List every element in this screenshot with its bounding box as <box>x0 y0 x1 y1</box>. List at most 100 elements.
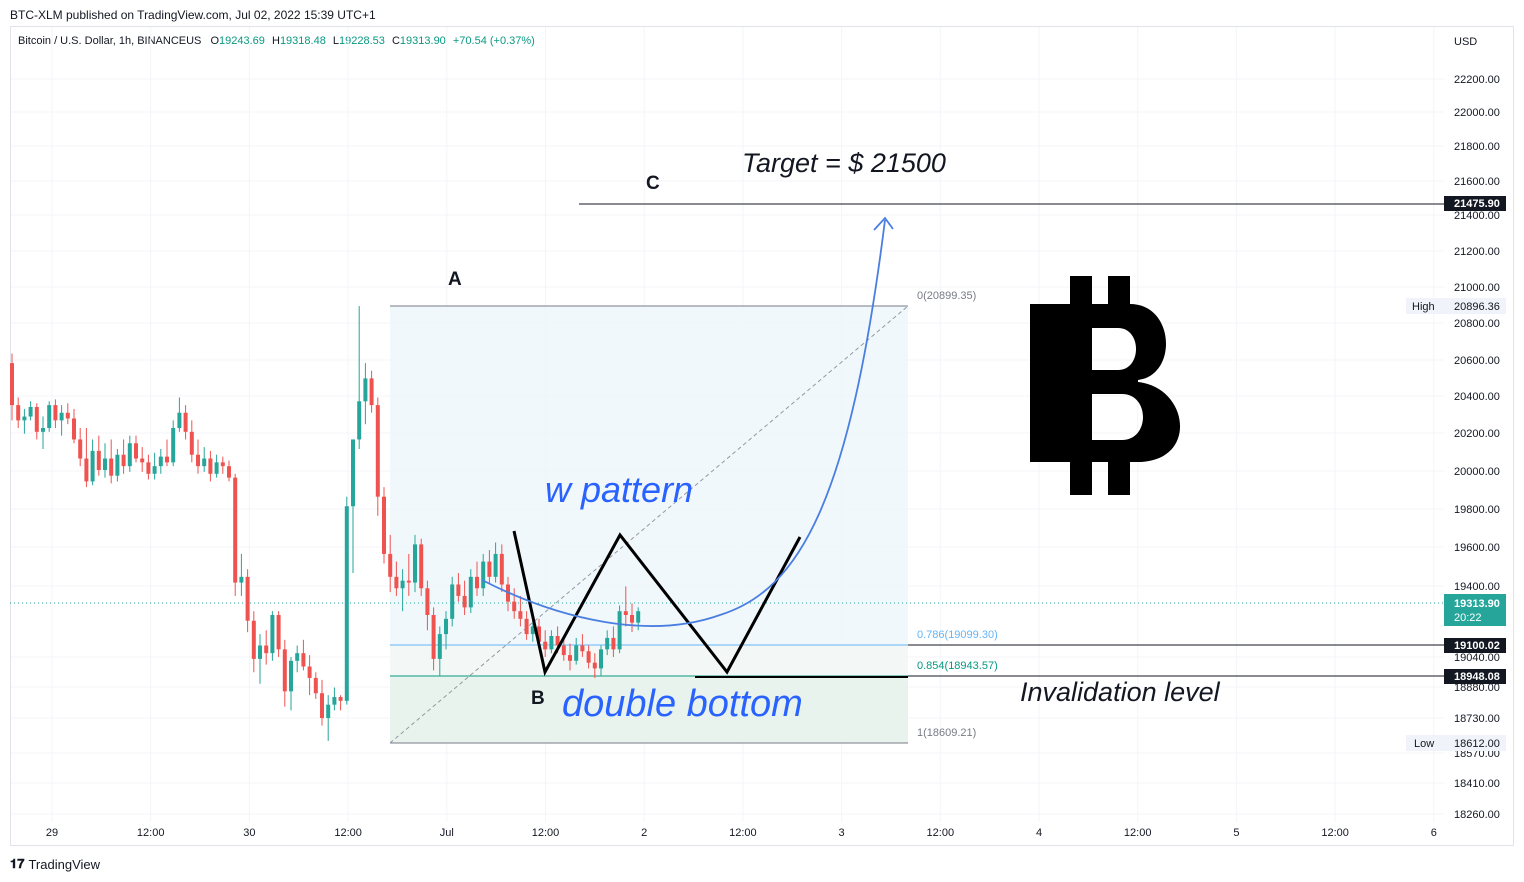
close-label: C <box>391 35 400 47</box>
candle-body <box>375 405 380 497</box>
time-tick-label: 3 <box>839 827 845 839</box>
fib-854-price-text: 18948.08 <box>1454 671 1500 683</box>
price-tick-label: 21400.00 <box>1454 210 1500 222</box>
candle-body <box>543 641 548 650</box>
w-pattern-zigzag[interactable] <box>512 530 802 677</box>
candle-body <box>574 645 579 661</box>
fib-label-0: 0(20899.35) <box>917 290 976 302</box>
price-tick-label: 22200.00 <box>1454 74 1500 86</box>
price-axis[interactable]: 22200.00 22000.00 21800.00 21600.00 21400.00… <box>1454 74 1500 821</box>
price-tick-label: 19600.00 <box>1454 542 1500 554</box>
time-tick-label: Jul <box>440 827 454 839</box>
candles <box>10 306 641 741</box>
projection-curve[interactable] <box>481 219 886 627</box>
candle-body <box>487 561 492 577</box>
candle-body <box>295 653 300 661</box>
candle-body <box>400 580 405 589</box>
fib-786-price-text: 19100.02 <box>1454 640 1500 652</box>
time-tick-label: 29 <box>46 827 58 839</box>
fib-trend-line <box>389 305 909 744</box>
low-tag-bg <box>1444 735 1506 751</box>
high-label: H <box>271 35 280 47</box>
candle-body <box>72 418 76 440</box>
candle-body <box>456 584 461 596</box>
candle-body <box>344 506 349 701</box>
candle-body <box>351 439 355 507</box>
fib-label-1: 1(18609.21) <box>917 727 976 739</box>
candle-body <box>258 645 262 659</box>
candle-body <box>468 576 473 608</box>
point-a-label[interactable]: A <box>448 269 462 290</box>
candle-body <box>326 704 331 719</box>
candle-body <box>146 462 151 474</box>
candle-body <box>28 407 33 417</box>
price-tick-label: 20600.00 <box>1454 355 1500 367</box>
candle-body <box>16 405 21 421</box>
footer-brand[interactable]: 𝟏𝟕 TradingView <box>10 856 100 872</box>
candle-body <box>103 458 107 470</box>
price-tick-label: 21000.00 <box>1454 282 1500 294</box>
countdown-text: 20:22 <box>1454 612 1482 624</box>
candle-body <box>413 544 417 583</box>
candle-body <box>134 443 138 459</box>
invalidation-annotation[interactable]: Invalidation level <box>1020 677 1221 707</box>
candle-body <box>561 645 566 656</box>
w-pattern-annotation[interactable]: w pattern <box>545 469 693 510</box>
candle-body <box>59 412 64 421</box>
candle-body <box>406 580 411 583</box>
candle-body <box>499 553 504 585</box>
point-c-label[interactable]: C <box>646 173 660 194</box>
fib-retracement[interactable]: 0(20899.35) 0.786(19099.30) 0.854(18943.… <box>389 290 998 744</box>
time-axis[interactable]: 29 12:00 30 12:00 Jul 12:00 2 12:00 3 12:00 4 12:00… <box>46 827 1437 839</box>
price-tick-label: 20200.00 <box>1454 428 1500 440</box>
candle-body <box>65 412 70 419</box>
time-tick-label: 2 <box>641 827 647 839</box>
candle-body <box>183 412 188 432</box>
point-b-label[interactable]: B <box>531 688 545 709</box>
candle-body <box>53 405 58 421</box>
double-bottom-annotation[interactable]: double bottom <box>562 683 803 725</box>
candle-body <box>630 615 634 623</box>
high-tag-label-bg <box>1406 298 1444 314</box>
current-price-tag <box>1444 594 1506 626</box>
candle-body <box>332 697 337 705</box>
target-annotation[interactable]: Target = $ 21500 <box>742 148 946 178</box>
candle-body <box>165 456 169 463</box>
candle-body <box>158 456 163 467</box>
candle-body <box>444 618 448 635</box>
price-tick-label: 19800.00 <box>1454 504 1500 516</box>
high-tag-value: 20896.36 <box>1454 301 1500 313</box>
candle-body <box>431 615 436 659</box>
price-tick-label: 21200.00 <box>1454 246 1500 258</box>
price-tick-label: 18410.00 <box>1454 778 1500 790</box>
candle-body <box>419 544 424 589</box>
candle-body <box>549 635 554 650</box>
candle-body <box>462 595 467 608</box>
candle-body <box>636 611 641 623</box>
price-tick-label: 21800.00 <box>1454 141 1500 153</box>
brand-name: TradingView <box>28 856 101 872</box>
open-value: 19243.69 <box>219 35 265 47</box>
candle-body <box>369 378 374 406</box>
fib-label-786: 0.786(19099.30) <box>917 629 998 641</box>
time-tick-label: 5 <box>1233 827 1239 839</box>
candle-body <box>121 454 126 467</box>
time-tick-label: 12:00 <box>927 827 955 839</box>
candle-body <box>152 466 157 474</box>
candle-body <box>245 576 250 621</box>
candle-body <box>580 645 585 652</box>
candle-body <box>276 615 281 650</box>
high-tag-bg <box>1444 298 1506 314</box>
target-price-text: 21475.90 <box>1454 198 1500 210</box>
low-tag-label-bg <box>1406 735 1444 751</box>
candle-body <box>357 401 362 440</box>
time-tick-label: 12:00 <box>532 827 560 839</box>
candle-body <box>289 660 293 692</box>
low-tag-value: 18612.00 <box>1454 738 1500 750</box>
symbol-legend: Bitcoin / U.S. Dollar, 1h, BINANCEUS O19… <box>18 35 535 47</box>
candle-body <box>555 635 560 646</box>
candle-body <box>189 431 194 455</box>
projection-arrowhead <box>873 216 894 231</box>
candle-body <box>530 626 535 635</box>
